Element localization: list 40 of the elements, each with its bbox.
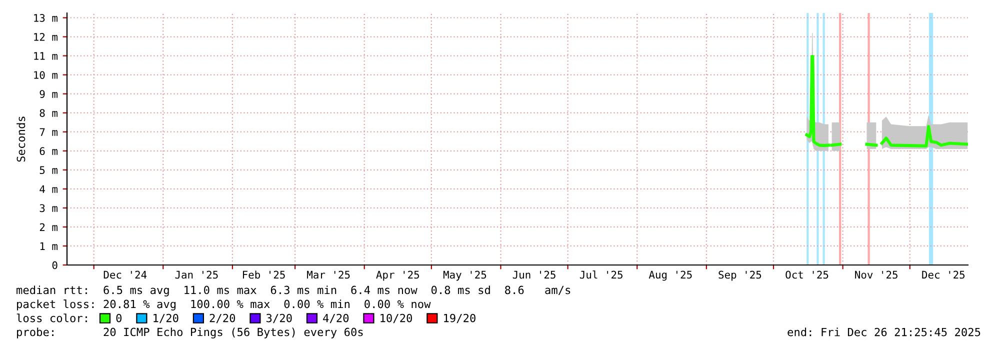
x-tick-label: Sep '25 <box>718 270 762 281</box>
x-tick-label: Apr '25 <box>376 270 420 281</box>
x-tick-label: Nov '25 <box>855 270 898 279</box>
x-tick-label: Feb '25 <box>242 270 285 279</box>
y-tick-label: 10 m <box>34 71 58 79</box>
text: packet loss: 20.81 % avg 100.00 % max 0.00 % min 0.00 % now <box>17 300 431 310</box>
x-tick-label: Jun '25 <box>512 270 556 279</box>
x-tick-label: Mar '25 <box>307 270 350 279</box>
text: end: Fri Dec 26 21:25:45 2025 <box>788 328 980 336</box>
text: probe: 20 ICMP Echo Pings (56 Bytes) every 60s <box>17 328 363 338</box>
y-tick-label: 6 m <box>40 147 58 156</box>
y-axis-title: Seconds <box>16 116 26 162</box>
legend-label: 4/20 <box>323 314 349 324</box>
x-tick-label: Oct '25 <box>786 270 828 279</box>
x-tick-label: May '25 <box>443 270 486 281</box>
y-tick-label: 0 <box>52 261 58 270</box>
y-tick-label: 11 m <box>34 52 58 60</box>
y-tick-label: 7 m <box>40 128 58 136</box>
y-tick-label: 3 m <box>40 204 58 212</box>
x-tick-label: Jul '25 <box>580 270 622 279</box>
x-tick-label: Jan '25 <box>175 270 218 279</box>
x-tick-label: Dec '24 <box>104 270 147 279</box>
legend-label: 0 <box>116 314 122 322</box>
y-tick-label: 9 m <box>40 90 58 98</box>
legend-label: 10/20 <box>380 314 412 324</box>
text: median rtt: 6.5 ms avg 11.0 ms max 6.3 ms min 6.4 ms now 0.8 ms sd 8.6 am/s <box>16 286 570 296</box>
y-tick-label: 13 m <box>34 14 58 22</box>
legend-label: 1/20 <box>154 314 178 324</box>
y-tick-label: 8 m <box>40 109 58 117</box>
y-tick-label: 2 m <box>40 223 58 231</box>
legend-label: 3/20 <box>266 314 292 324</box>
y-tick-label: 5 m <box>40 166 58 174</box>
x-tick-label: Dec '25 <box>922 270 965 279</box>
y-tick-label: 1 m <box>40 242 58 250</box>
text: loss color: <box>16 314 87 322</box>
y-tick-label: 12 m <box>34 33 58 41</box>
legend-label: 19/20 <box>444 314 476 324</box>
x-tick-label: Aug '25 <box>648 270 692 281</box>
legend-label: 2/20 <box>210 314 236 324</box>
y-tick-label: 4 m <box>40 185 58 193</box>
